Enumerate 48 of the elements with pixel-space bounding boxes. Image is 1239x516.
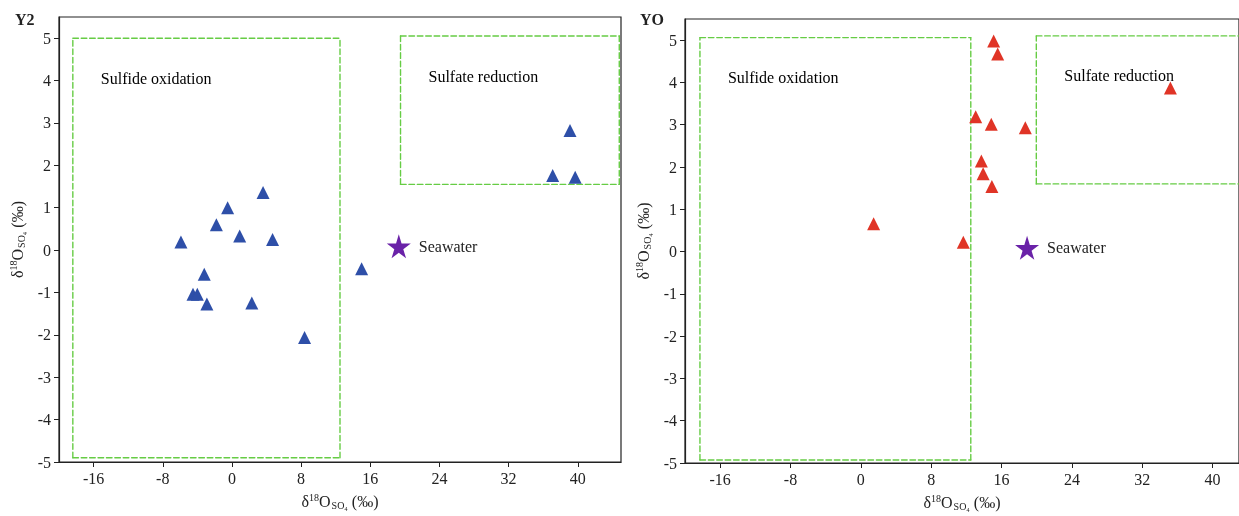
y-tick-label: 5 (669, 31, 677, 49)
series-label: Seawater (418, 237, 479, 255)
y-tick-label: -5 (663, 454, 677, 472)
series-label: Seawater (1047, 239, 1107, 257)
y-tick-label: 1 (669, 200, 677, 218)
x-tick-label: 8 (927, 470, 936, 488)
x-tick-label: 40 (569, 469, 586, 487)
x-tick-label: 8 (297, 469, 306, 487)
x-tick-label: -8 (156, 469, 170, 487)
y-tick-label: 5 (43, 29, 51, 47)
x-tick-label: 0 (856, 470, 865, 488)
y-axis-title: δ18OSO₄ (‰) (8, 200, 28, 279)
y-tick-label: 0 (43, 241, 51, 259)
annotation: Sulfate reduction (428, 67, 539, 85)
y-tick-label: 3 (669, 116, 677, 134)
y-tick-label: -4 (37, 411, 51, 429)
y-axis-title: δ18OSO₄ (‰) (634, 202, 654, 280)
x-tick-label: 24 (1063, 470, 1080, 488)
x-tick-label: -16 (82, 469, 105, 487)
y-tick-label: -3 (37, 368, 51, 386)
annotation: Sulfide oxidation (100, 69, 212, 87)
y-tick-label: 0 (669, 243, 677, 261)
y-tick-label: -2 (37, 326, 51, 344)
y-tick-label: 4 (669, 73, 677, 91)
x-tick-label: -8 (783, 470, 798, 488)
x-tick-label: 24 (431, 469, 448, 487)
y-tick-label: -1 (37, 283, 51, 301)
y-tick-label: -5 (37, 453, 51, 471)
y-tick-label: 1 (43, 199, 51, 217)
x-tick-label: 16 (993, 470, 1010, 488)
x-tick-label: 32 (1134, 470, 1151, 488)
x-tick-label: -16 (709, 470, 731, 488)
y-tick-label: 4 (43, 72, 51, 90)
x-tick-label: 0 (227, 469, 236, 487)
y-tick-label: -4 (663, 412, 677, 430)
y-tick-label: 2 (669, 158, 677, 176)
chart-title: Y2 (15, 10, 35, 28)
annotation: Sulfide oxidation (727, 69, 839, 87)
y-tick-label: 2 (43, 156, 51, 174)
y-tick-label: -3 (663, 369, 677, 387)
x-tick-label: 16 (362, 469, 379, 487)
y-tick-label: -2 (663, 327, 677, 345)
chart-title: YO (640, 10, 664, 28)
y-tick-label: 3 (43, 114, 51, 132)
x-tick-label: 40 (1204, 470, 1221, 488)
y-tick-label: -1 (663, 285, 677, 303)
annotation: Sulfate reduction (1064, 67, 1175, 85)
x-tick-label: 32 (500, 469, 517, 487)
